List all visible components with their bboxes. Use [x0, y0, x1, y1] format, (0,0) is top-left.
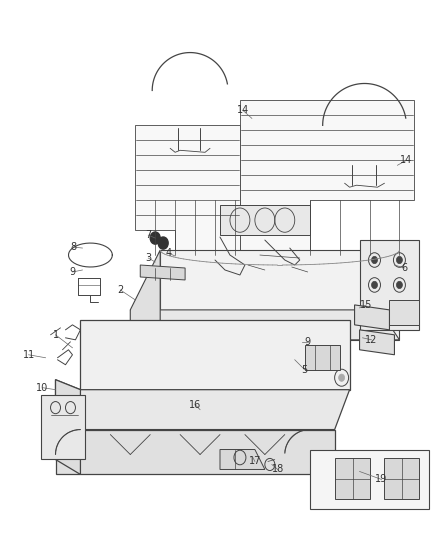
Text: 4: 4: [165, 248, 171, 258]
Circle shape: [158, 237, 168, 249]
Text: 6: 6: [401, 263, 407, 273]
Circle shape: [396, 281, 403, 288]
Polygon shape: [130, 310, 399, 340]
Text: 5: 5: [302, 365, 308, 375]
Text: 12: 12: [365, 335, 378, 345]
Text: 15: 15: [360, 300, 373, 310]
Polygon shape: [360, 240, 419, 330]
Text: 16: 16: [189, 400, 201, 410]
Text: 18: 18: [272, 464, 284, 474]
Text: 10: 10: [36, 383, 49, 393]
Polygon shape: [220, 205, 310, 235]
Text: 11: 11: [22, 350, 35, 360]
Text: 8: 8: [71, 242, 77, 252]
Polygon shape: [135, 125, 240, 255]
Text: 14: 14: [400, 155, 413, 165]
Circle shape: [371, 256, 378, 264]
Polygon shape: [140, 265, 185, 280]
Text: 9: 9: [305, 337, 311, 347]
Polygon shape: [130, 250, 160, 379]
Circle shape: [150, 232, 160, 244]
Circle shape: [371, 281, 378, 288]
Circle shape: [396, 256, 403, 264]
Text: 7: 7: [145, 230, 152, 240]
Polygon shape: [355, 305, 389, 330]
Polygon shape: [56, 379, 350, 430]
Polygon shape: [240, 100, 414, 255]
Text: 19: 19: [375, 474, 388, 484]
Text: 9: 9: [69, 267, 75, 277]
Polygon shape: [160, 250, 399, 340]
Text: 2: 2: [117, 285, 124, 295]
Text: 1: 1: [53, 330, 59, 340]
Polygon shape: [389, 300, 419, 325]
Text: 17: 17: [249, 456, 261, 466]
Polygon shape: [310, 449, 429, 510]
Text: 14: 14: [237, 106, 249, 116]
Polygon shape: [335, 457, 370, 499]
Polygon shape: [220, 449, 265, 470]
Polygon shape: [41, 394, 85, 459]
Polygon shape: [56, 379, 81, 474]
Polygon shape: [385, 457, 419, 499]
Polygon shape: [305, 345, 339, 370]
Polygon shape: [56, 430, 335, 474]
Polygon shape: [360, 330, 395, 355]
Text: 3: 3: [145, 253, 151, 263]
Polygon shape: [81, 320, 350, 390]
Circle shape: [339, 374, 345, 381]
